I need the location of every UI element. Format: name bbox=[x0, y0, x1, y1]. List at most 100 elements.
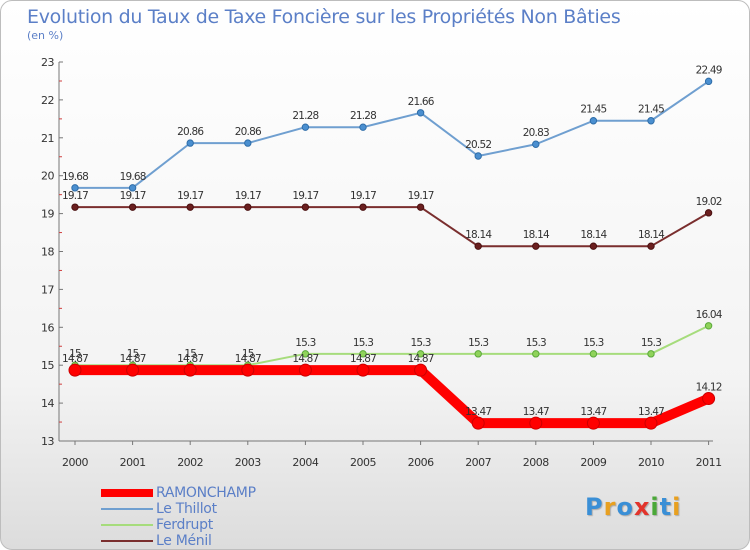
data-point-le-m-nil bbox=[128, 203, 137, 211]
y-tick-label: 19 bbox=[41, 208, 54, 221]
data-label-le-thillot: 19.68 bbox=[62, 171, 88, 183]
data-point-ramonchamp bbox=[702, 392, 716, 406]
data-point-le-m-nil bbox=[704, 209, 713, 217]
data-point-le-thillot bbox=[128, 184, 137, 192]
data-point-ferdrupt bbox=[704, 322, 713, 330]
data-label-ramonchamp: 13.47 bbox=[580, 406, 606, 418]
legend-item-le-thillot: Le Thillot bbox=[101, 501, 256, 517]
y-tick-label: 14 bbox=[41, 397, 54, 410]
data-label-le-m-nil: 19.17 bbox=[62, 190, 88, 202]
data-point-le-thillot bbox=[532, 140, 540, 148]
data-label-le-thillot: 20.52 bbox=[465, 139, 491, 151]
logo-letter: t bbox=[659, 493, 673, 521]
data-label-le-thillot: 21.45 bbox=[638, 104, 664, 116]
y-tick-label: 20 bbox=[41, 170, 54, 183]
x-tick-label: 2009 bbox=[580, 456, 606, 469]
x-tick-label: 2000 bbox=[62, 456, 88, 469]
y-tick-label: 18 bbox=[41, 246, 54, 259]
data-label-le-thillot: 21.28 bbox=[292, 110, 318, 122]
legend-label-ramonchamp: RAMONCHAMP bbox=[156, 485, 256, 501]
y-tick-label: 16 bbox=[41, 321, 54, 334]
data-point-le-m-nil bbox=[301, 203, 310, 211]
data-point-le-thillot bbox=[244, 139, 252, 147]
data-label-le-m-nil: 19.17 bbox=[120, 190, 146, 202]
data-label-ferdrupt: 15.3 bbox=[353, 337, 373, 349]
data-point-ferdrupt bbox=[359, 350, 367, 358]
data-label-ramonchamp: 14.87 bbox=[350, 353, 376, 365]
data-point-ferdrupt bbox=[474, 350, 482, 358]
data-label-ferdrupt: 15 bbox=[184, 348, 196, 360]
data-point-le-m-nil bbox=[71, 203, 79, 211]
data-point-le-thillot bbox=[186, 139, 194, 147]
x-tick-label: 2003 bbox=[235, 456, 261, 469]
logo-letter: i bbox=[650, 493, 660, 521]
legend-item-ferdrupt: Ferdrupt bbox=[101, 517, 256, 533]
data-point-le-m-nil bbox=[474, 242, 482, 250]
x-tick-label: 2005 bbox=[350, 456, 376, 469]
data-point-ramonchamp bbox=[586, 416, 600, 430]
data-label-ferdrupt: 16.04 bbox=[696, 309, 723, 321]
x-tick-label: 2002 bbox=[177, 456, 203, 469]
y-tick-label: 13 bbox=[41, 435, 54, 448]
data-label-le-m-nil: 19.17 bbox=[235, 190, 261, 202]
data-point-ramonchamp bbox=[183, 363, 197, 377]
data-label-ramonchamp: 14.87 bbox=[292, 353, 318, 365]
logo-letter: P bbox=[585, 493, 604, 521]
data-point-le-m-nil bbox=[416, 203, 425, 211]
data-point-le-thillot bbox=[647, 117, 655, 125]
data-label-le-thillot: 21.45 bbox=[580, 104, 606, 116]
series-line-ferdrupt bbox=[74, 324, 710, 367]
chart-unit-label: (en %) bbox=[27, 29, 64, 42]
data-label-le-m-nil: 19.02 bbox=[696, 196, 722, 208]
data-label-le-thillot: 22.49 bbox=[696, 64, 722, 76]
data-label-ramonchamp: 14.87 bbox=[177, 353, 203, 365]
legend-swatch-le-menil bbox=[101, 540, 153, 542]
logo-letter: i bbox=[672, 493, 682, 521]
y-tick-label: 23 bbox=[41, 56, 54, 69]
data-label-ferdrupt: 15.3 bbox=[583, 337, 603, 349]
legend-swatch-ramonchamp bbox=[101, 489, 153, 497]
y-tick-label: 17 bbox=[41, 283, 54, 296]
series-line-le-m-nil bbox=[74, 206, 710, 248]
legend-swatch-ferdrupt bbox=[101, 524, 153, 526]
chart-title: Evolution du Taux de Taxe Foncière sur l… bbox=[27, 6, 621, 28]
data-label-ferdrupt: 15 bbox=[127, 348, 139, 360]
data-label-ramonchamp: 14.87 bbox=[120, 353, 146, 365]
data-label-ramonchamp: 14.87 bbox=[235, 353, 261, 365]
data-point-le-m-nil bbox=[647, 242, 655, 250]
legend-label-le-thillot: Le Thillot bbox=[156, 501, 217, 517]
data-point-le-thillot bbox=[416, 109, 425, 117]
data-label-ramonchamp: 13.47 bbox=[465, 406, 491, 418]
data-point-le-thillot bbox=[704, 77, 713, 86]
data-label-le-m-nil: 18.14 bbox=[580, 229, 607, 241]
data-point-ramonchamp bbox=[644, 416, 658, 430]
data-point-ferdrupt bbox=[416, 350, 425, 358]
data-point-le-thillot bbox=[474, 152, 482, 160]
logo-letter: o bbox=[616, 493, 634, 521]
data-label-le-thillot: 21.28 bbox=[350, 110, 376, 122]
data-point-ramonchamp bbox=[356, 363, 370, 377]
data-point-ferdrupt bbox=[589, 350, 598, 358]
logo-letter: r bbox=[603, 493, 617, 521]
data-point-le-thillot bbox=[71, 184, 79, 192]
data-label-ferdrupt: 15.3 bbox=[526, 337, 546, 349]
data-label-le-thillot: 20.86 bbox=[235, 126, 262, 138]
data-point-le-m-nil bbox=[186, 203, 194, 211]
data-label-ferdrupt: 15 bbox=[69, 348, 81, 360]
data-label-ferdrupt: 15.3 bbox=[295, 337, 315, 349]
x-tick-label: 2004 bbox=[292, 456, 318, 469]
data-label-le-thillot: 19.68 bbox=[120, 171, 146, 183]
series-line-ramonchamp bbox=[70, 365, 714, 429]
data-label-ramonchamp: 13.47 bbox=[638, 406, 664, 418]
data-point-le-thillot bbox=[359, 123, 367, 131]
data-label-le-m-nil: 19.17 bbox=[177, 190, 203, 202]
proxiti-logo: Proxiti bbox=[585, 493, 681, 521]
data-label-ferdrupt: 15 bbox=[242, 348, 254, 360]
series-line-le-thillot bbox=[74, 80, 710, 189]
data-label-ramonchamp: 14.87 bbox=[62, 353, 88, 365]
data-label-ferdrupt: 15.3 bbox=[468, 337, 488, 349]
data-label-le-m-nil: 18.14 bbox=[465, 229, 492, 241]
data-point-le-m-nil bbox=[532, 242, 540, 250]
data-label-le-m-nil: 19.17 bbox=[292, 190, 318, 202]
